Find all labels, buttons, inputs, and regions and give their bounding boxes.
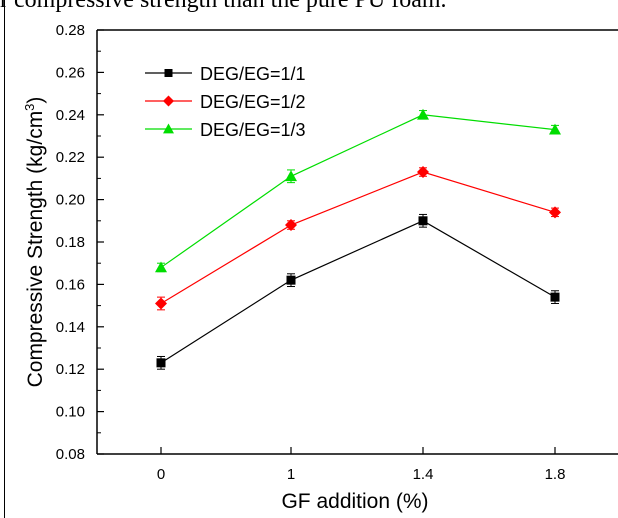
x-tick-label: 1.4 (413, 466, 434, 483)
y-axis: 0.08 0.10 0.12 0.14 0.16 0.18 0.20 0.22 0.24 0.26… (56, 22, 104, 463)
caption-text-fragment: r compressive strength than the pure PU … (0, 0, 447, 13)
y-tick-label: 0.12 (56, 361, 85, 378)
data-point (549, 123, 561, 135)
x-axis: 0 1 1.4 1.8 (157, 447, 566, 483)
legend-marker (163, 95, 174, 107)
y-axis-label-main: Compressive Strength (kg/cm (24, 111, 47, 388)
data-point (285, 170, 297, 182)
legend-entry: DEG/EG=1/1 (145, 64, 306, 84)
series-line (160, 114, 556, 268)
y-tick-label: 0.24 (56, 107, 85, 124)
y-tick-label: 0.10 (56, 404, 85, 421)
legend-marker (163, 123, 174, 134)
data-point (286, 275, 296, 285)
series-2 (155, 166, 561, 311)
y-tick-label: 0.22 (56, 149, 85, 166)
data-point (417, 166, 429, 179)
plot-frame (96, 29, 618, 455)
data-point (418, 216, 428, 226)
x-axis-label: GF addition (%) (281, 490, 428, 513)
y-tick-label: 0.26 (56, 64, 85, 81)
data-point (156, 358, 166, 368)
y-tick-label: 0.18 (56, 234, 85, 251)
data-point (550, 292, 560, 302)
legend: DEG/EG=1/1 DEG/EG=1/2 DEG/EG=1/3 (145, 64, 306, 140)
y-axis-label: Compressive Strength (kg/cm3) (22, 97, 47, 388)
y-tick-label: 0.20 (56, 192, 85, 209)
x-tick-label: 1 (287, 466, 295, 483)
data-point (549, 206, 561, 219)
data-point (155, 261, 167, 273)
y-tick-label: 0.08 (56, 446, 85, 463)
series-layer (155, 108, 561, 370)
y-axis-label-superscript: 3 (22, 104, 37, 111)
legend-entry: DEG/EG=1/3 (145, 120, 306, 140)
y-tick-label: 0.14 (56, 319, 85, 336)
page-left-rule (4, 0, 5, 518)
y-tick-label: 0.16 (56, 276, 85, 293)
series-1 (156, 213, 560, 370)
legend-entry: DEG/EG=1/2 (145, 92, 306, 112)
legend-label: DEG/EG=1/3 (200, 120, 306, 140)
legend-label: DEG/EG=1/1 (200, 64, 306, 84)
legend-marker (164, 69, 173, 77)
x-tick-label: 1.8 (545, 466, 566, 483)
data-point (155, 297, 167, 310)
data-point (285, 219, 297, 232)
series-line (160, 220, 556, 364)
y-axis-label-close: ) (24, 97, 47, 104)
legend-label: DEG/EG=1/2 (200, 92, 306, 112)
series-3 (155, 108, 561, 273)
y-tick-label: 0.28 (56, 22, 85, 39)
data-point (417, 108, 429, 120)
series-line (160, 171, 556, 304)
x-tick-label: 0 (157, 466, 165, 483)
